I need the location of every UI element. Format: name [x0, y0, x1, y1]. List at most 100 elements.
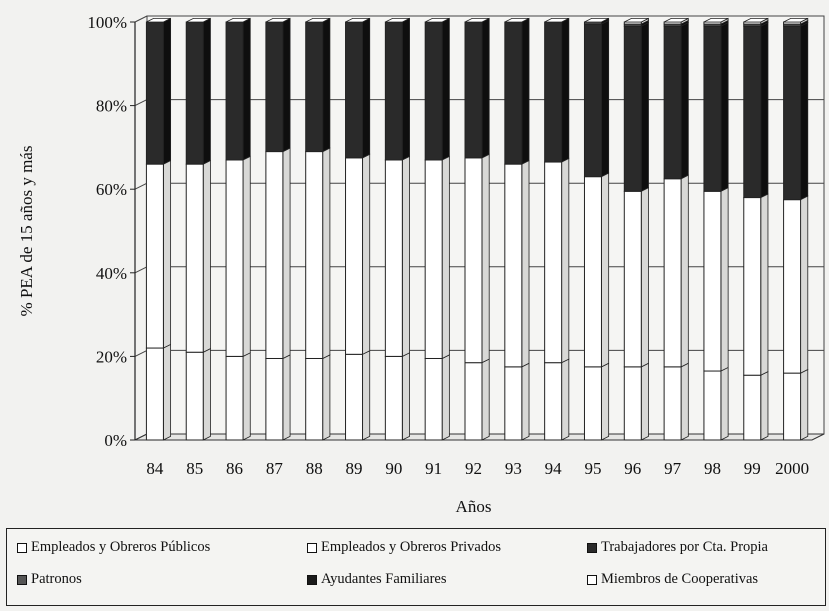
bar-segment-side — [282, 147, 291, 360]
bar-segment-side — [800, 21, 809, 201]
bar-stack — [464, 17, 490, 441]
bar-segment-side — [521, 17, 530, 165]
bar-stack — [583, 17, 610, 441]
bar-segment-side — [800, 195, 809, 374]
bar-segment-side — [760, 193, 769, 376]
x-tick-label: 93 — [505, 459, 522, 478]
bar-segment-side — [202, 17, 211, 165]
bar-top-cap — [424, 17, 450, 23]
bar-stack — [345, 17, 371, 441]
gridline-side — [134, 99, 148, 107]
gridline-side — [134, 182, 148, 190]
legend-label: Miembros de Cooperativas — [601, 571, 759, 587]
bar-top-cap — [464, 17, 490, 23]
bar-stack — [305, 17, 331, 441]
bar-segment — [703, 190, 722, 372]
bar-segment — [384, 21, 403, 161]
bar-segment — [265, 151, 284, 359]
bar-segment — [145, 347, 164, 441]
bar-segment — [265, 21, 284, 153]
chart-legend: Empleados y Obreros Públicos Empleados y … — [6, 528, 826, 606]
bar-stack — [544, 17, 570, 441]
y-tick-label: 20% — [96, 347, 127, 366]
bar-segment-side — [760, 370, 769, 441]
bar-top-cap — [385, 17, 410, 23]
bar-segment — [464, 21, 483, 159]
bar-segment — [225, 355, 244, 441]
bar-segment — [305, 21, 324, 153]
x-tick-label: 88 — [306, 459, 323, 478]
bar-segment-side — [601, 172, 610, 368]
legend-swatch — [587, 574, 597, 585]
bar-top-cap — [345, 17, 370, 23]
bar-segment-side — [163, 17, 172, 165]
bar-segment-side — [720, 187, 729, 372]
x-tick-label: 2000 — [775, 459, 809, 478]
stacked-bar-chart: 0% 20% 40% 60% 80% 100% 84 85 86 87 88 89 90 91 92 93 94… — [17, 13, 825, 516]
bar-segment-side — [322, 147, 331, 360]
bar-stack — [225, 17, 251, 441]
bar-segment-side — [720, 366, 729, 441]
bar-segment — [464, 157, 483, 364]
bar-segment-side — [640, 187, 649, 368]
y-tick-label: 40% — [96, 264, 127, 283]
bar-top-cap — [703, 17, 729, 23]
x-tick-label: 85 — [186, 459, 203, 478]
gridline-side — [134, 266, 148, 274]
x-tick-label: 84 — [146, 459, 164, 478]
bar-segment — [225, 159, 244, 357]
bar-stack — [743, 17, 769, 441]
bar-segment-side — [561, 17, 570, 163]
x-tick-label: 89 — [346, 459, 363, 478]
x-tick-label: 86 — [226, 459, 243, 478]
bar-segment-side — [680, 362, 689, 441]
bar-segment — [743, 197, 762, 376]
x-tick-label: 90 — [385, 459, 402, 478]
bar-segment-side — [242, 17, 251, 161]
bar-segment-side — [242, 352, 251, 441]
y-tick-label: 100% — [87, 13, 127, 32]
bar-stack — [185, 17, 211, 441]
bar-segment-side — [282, 17, 291, 153]
bar-segment — [783, 199, 802, 374]
legend-item: Empleados y Obreros Públicos — [17, 539, 210, 556]
bar-segment-side — [362, 350, 371, 441]
bar-top-cap — [783, 17, 808, 23]
bar-segment-side — [521, 159, 530, 368]
bar-segment-side — [720, 21, 729, 192]
bar-segment — [225, 21, 244, 161]
bar-segment — [384, 355, 403, 441]
bar-segment — [185, 351, 204, 441]
legend-label: Trabajadores por Cta. Propia — [601, 539, 768, 555]
x-tick-label: 87 — [266, 459, 284, 478]
legend-swatch — [307, 542, 317, 553]
bar-segment — [345, 353, 364, 441]
bar-segment — [424, 21, 443, 161]
legend-swatch — [307, 574, 317, 585]
legend-item: Patronos — [17, 571, 82, 588]
bar-segment — [663, 178, 682, 368]
bar-segment-side — [362, 17, 371, 159]
bar-segment-side — [163, 343, 172, 441]
bar-segment-side — [561, 157, 570, 364]
bar-top-cap — [305, 17, 331, 23]
legend-label: Empleados y Obreros Públicos — [31, 539, 211, 555]
y-axis-title: % PEA de 15 años y más — [17, 146, 36, 317]
bar-segment-side — [441, 354, 450, 441]
bar-segment — [623, 25, 642, 192]
x-tick-label: 96 — [624, 459, 641, 478]
bar-top-cap — [663, 17, 689, 23]
bar-top-cap — [146, 17, 171, 23]
y-tick-label: 60% — [96, 180, 127, 199]
chart-area: 0% 20% 40% 60% 80% 100% 84 85 86 87 88 89 90 91 92 93 94… — [17, 13, 825, 516]
bar-segment — [583, 366, 602, 441]
bar-segment — [185, 21, 204, 165]
gridline-side — [134, 349, 148, 357]
bar-segment-side — [521, 362, 530, 441]
bar-stack — [384, 17, 410, 441]
y-tick-label: 80% — [96, 97, 127, 116]
bar-segment-side — [401, 155, 410, 358]
bar-segment — [504, 366, 523, 441]
bar-segment — [583, 23, 602, 178]
bar-segment-side — [441, 17, 450, 161]
